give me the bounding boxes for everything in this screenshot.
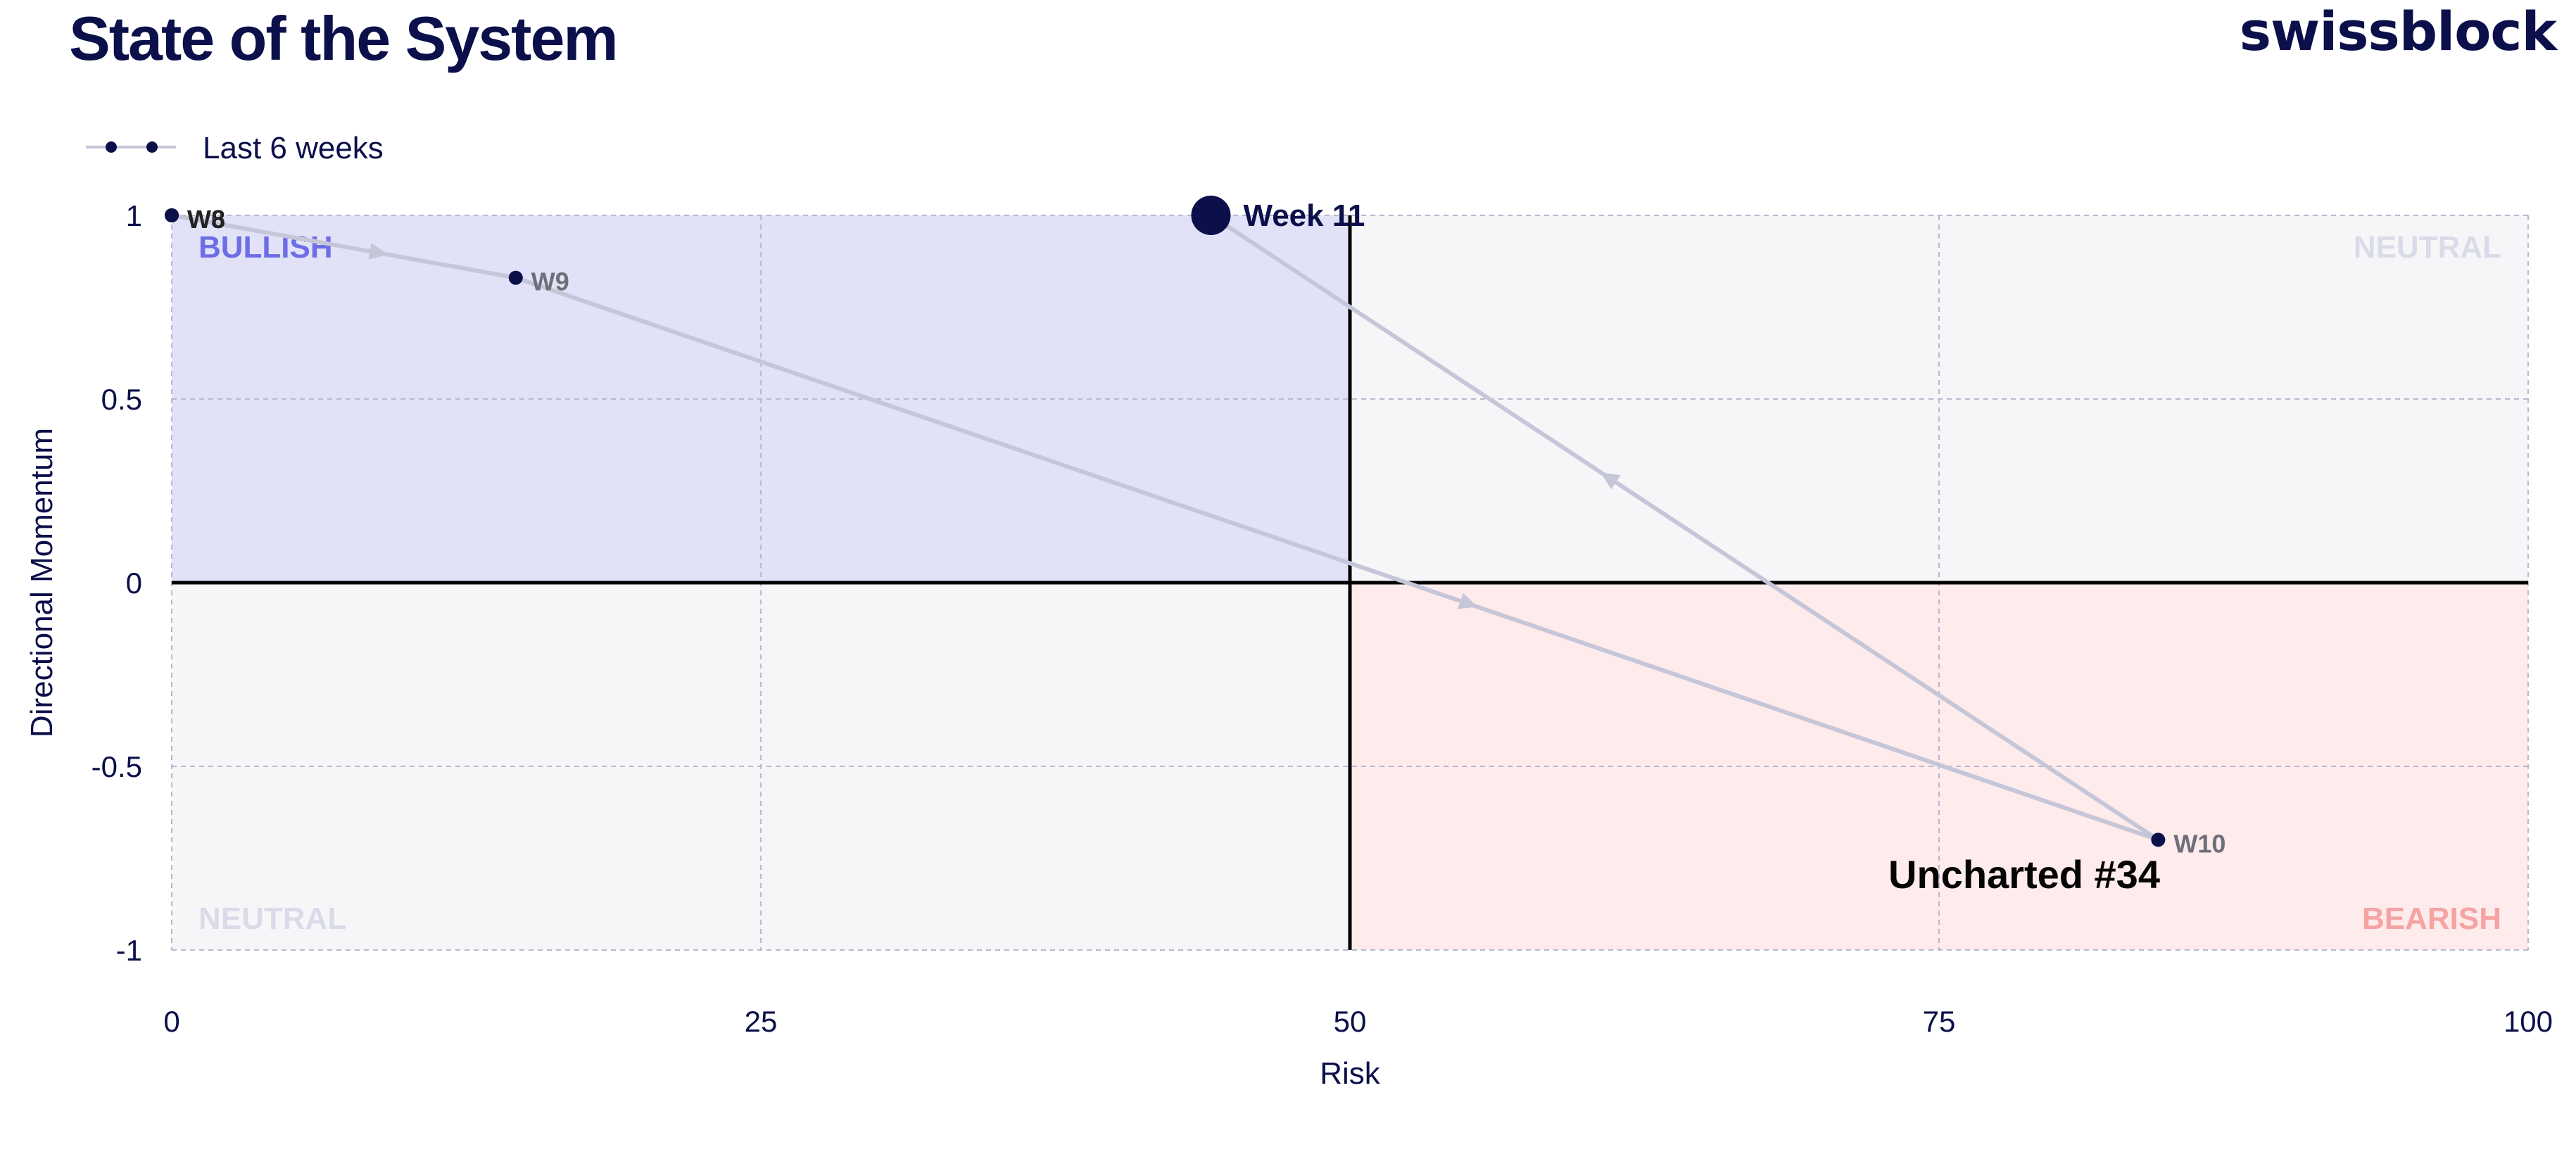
x-tick-label: 100 xyxy=(2504,1005,2553,1038)
y-tick-label: 0.5 xyxy=(101,383,142,416)
point-label: W8 xyxy=(187,205,225,234)
x-tick-label: 50 xyxy=(1334,1005,1367,1038)
uncharted-annotation: Uncharted #34 xyxy=(1888,852,2160,897)
point-label: W10 xyxy=(2173,829,2225,858)
trajectory-segment xyxy=(513,275,2161,842)
x-tick-label: 75 xyxy=(1923,1005,1956,1038)
quadrant-label-bearish-bottom-right: BEARISH xyxy=(2362,901,2501,936)
quadrant-label-neutral-bottom-left: NEUTRAL xyxy=(198,901,346,936)
brand-logo: swissblock xyxy=(2239,0,2557,63)
data-point xyxy=(508,270,523,285)
trajectory-segment xyxy=(1208,213,2161,842)
data-point xyxy=(165,208,179,222)
quadrant-label-bullish-top-left: BULLISH xyxy=(198,230,333,265)
legend-label: Last 6 weeks xyxy=(203,131,384,165)
point-label-current: Week 11 xyxy=(1243,198,1365,233)
y-tick-label: 1 xyxy=(126,199,142,232)
page-title: State of the System xyxy=(69,4,619,73)
quadrant-label-neutral-top-right: NEUTRAL xyxy=(2354,230,2501,265)
trajectory-arrowhead xyxy=(368,243,389,260)
y-tick-label: -0.5 xyxy=(91,750,142,783)
x-tick-label: 0 xyxy=(163,1005,179,1038)
x-tick-label: 25 xyxy=(745,1005,778,1038)
trajectory-arrowhead xyxy=(1458,593,1478,609)
y-tick-label: 0 xyxy=(126,566,142,600)
data-point xyxy=(2151,832,2166,847)
legend-marker xyxy=(146,141,158,153)
point-current-week xyxy=(1191,196,1231,235)
point-label: W9 xyxy=(531,267,569,296)
legend-marker xyxy=(106,141,117,153)
trajectory-segment xyxy=(170,213,518,280)
y-axis-label: Directional Momentum xyxy=(25,428,59,737)
y-tick-label: -1 xyxy=(116,934,142,967)
trajectory-arrowhead xyxy=(1600,472,1621,490)
point-label: W6 xyxy=(187,205,225,234)
x-axis-label: Risk xyxy=(1320,1056,1381,1091)
